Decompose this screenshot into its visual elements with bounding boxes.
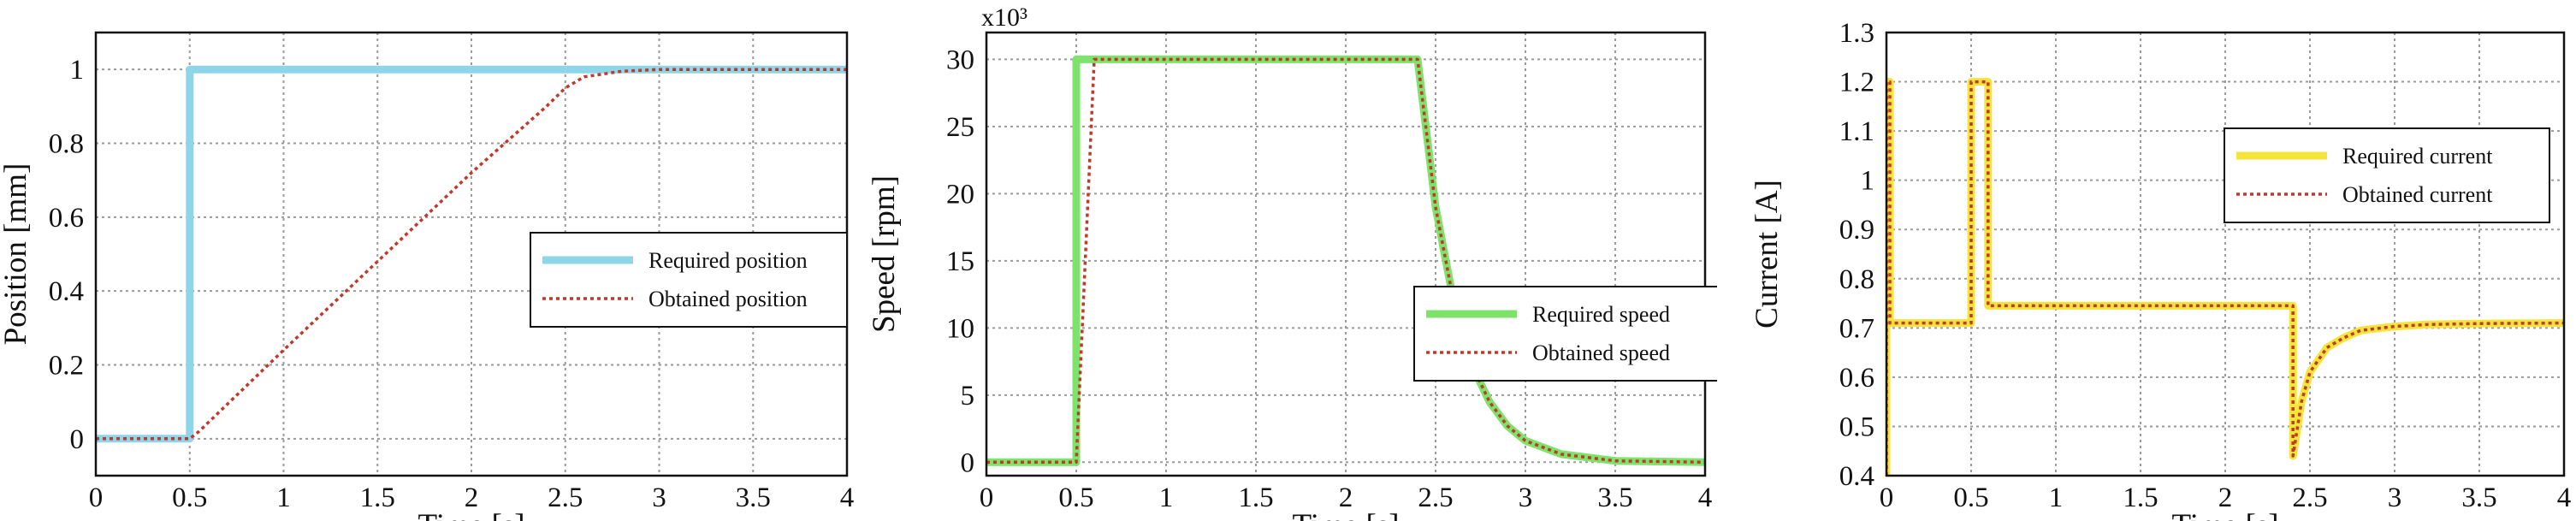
legend-box <box>1413 286 1717 382</box>
y-tick-label: 0.4 <box>1839 461 1874 492</box>
y-tick-label: 25 <box>946 112 974 143</box>
y-axis-label: Speed [rpm] <box>867 175 902 333</box>
x-tick-label: 1 <box>2049 483 2064 513</box>
current-chart: 0 0.5 1 1.5 2 2.5 3 3.5 4 0.4 0.5 0.6 0.7 0.8 0.9 1 1.1 1… <box>1750 18 2572 521</box>
y-axis-label: Current [A] <box>1750 180 1785 329</box>
x-tick-label: 2 <box>2218 483 2233 513</box>
series-group <box>1886 78 2564 476</box>
y-tick-label: 0.6 <box>1839 363 1874 394</box>
x-tick-label: 4 <box>1698 483 1713 513</box>
x-tick-label: 3 <box>652 483 666 513</box>
x-tick-label: 4 <box>2557 483 2572 513</box>
x-tick-label: 2 <box>1339 483 1353 513</box>
x-tick-label: 3.5 <box>736 483 771 513</box>
series-line-obtained <box>986 57 1705 465</box>
y-tick-label: 15 <box>946 246 974 277</box>
legend-box <box>530 232 848 328</box>
legend-box <box>2224 127 2550 223</box>
legend-label: Required position <box>648 248 808 273</box>
x-tick-label: 3.5 <box>1597 483 1632 513</box>
y-tick-label: 0.9 <box>1839 215 1874 246</box>
x-axis-label: Time [s] <box>417 508 524 521</box>
x-tick-label: 2 <box>465 483 479 513</box>
x-tick-label: 1 <box>1159 483 1174 513</box>
y-tick-label: 0.4 <box>49 276 84 307</box>
speed-chart: 0 0.5 1 1.5 2 2.5 3 3.5 4 0 5 10 15 20 25 30 Time [s] Spe… <box>867 3 1717 521</box>
y-tick-label: 0.8 <box>1839 264 1874 295</box>
x-tick-label: 3 <box>1519 483 1533 513</box>
y-tick-label: 0 <box>70 424 85 455</box>
legend-label: Obtained speed <box>1532 340 1670 365</box>
y-tick-label: 30 <box>946 44 974 75</box>
x-tick-label: 3.5 <box>2461 483 2496 513</box>
series-line-obtained <box>1886 80 2564 476</box>
y-tick-label: 1.3 <box>1839 18 1874 49</box>
x-axis-label: Time [s] <box>1292 508 1399 521</box>
y-tick-label: 0 <box>961 447 975 478</box>
x-tick-label: 0 <box>89 483 104 513</box>
legend-label: Obtained current <box>2342 182 2493 207</box>
y-tick-label: 1.1 <box>1839 116 1874 147</box>
x-tick-label: 0.5 <box>1058 483 1093 513</box>
plot-frame <box>985 31 1707 477</box>
legend-label: Obtained position <box>648 287 808 311</box>
series-group <box>96 65 847 443</box>
legend-label: Required speed <box>1532 302 1670 327</box>
y-axis-label: Position [mm] <box>0 163 33 346</box>
position-chart: 0 0.5 1 1.5 2 2.5 3 3.5 4 0 0.2 0.4 0.6 0.8 1 Time [s] P… <box>0 31 855 521</box>
x-tick-label: 2.5 <box>548 483 583 513</box>
y-tick-label: 0.8 <box>49 129 84 160</box>
y-tick-label: 5 <box>961 381 975 411</box>
x-axis-label: Time [s] <box>2171 508 2278 521</box>
x-tick-label: 0 <box>1880 483 1894 513</box>
x-tick-label: 2.5 <box>2292 483 2327 513</box>
y-tick-label: 1 <box>1861 166 1875 197</box>
y-tick-label: 1.2 <box>1839 68 1874 98</box>
legend-label: Required current <box>2342 144 2493 169</box>
series-line-required <box>96 65 847 443</box>
y-tick-label: 10 <box>946 313 974 344</box>
x-tick-label: 2.5 <box>1418 483 1453 513</box>
y-tick-label: 0.6 <box>49 203 84 234</box>
plot-frame <box>1885 31 2566 477</box>
y-axis-multiplier: x10³ <box>981 3 1027 32</box>
y-tick-label: 0.5 <box>1839 411 1874 442</box>
x-tick-label: 1.5 <box>360 483 395 513</box>
y-tick-label: 1 <box>70 55 85 86</box>
x-tick-label: 0.5 <box>172 483 207 513</box>
series-line-obtained <box>96 68 847 441</box>
y-tick-label: 20 <box>946 179 974 210</box>
y-tick-label: 0.7 <box>1839 313 1874 344</box>
x-tick-label: 3 <box>2388 483 2402 513</box>
x-tick-label: 0 <box>980 483 994 513</box>
y-tick-label: 0.2 <box>49 351 84 382</box>
x-tick-label: 0.5 <box>1953 483 1988 513</box>
x-tick-label: 4 <box>840 483 855 513</box>
x-tick-label: 1.5 <box>1238 483 1273 513</box>
x-tick-label: 1.5 <box>2123 483 2158 513</box>
x-tick-label: 1 <box>276 483 291 513</box>
